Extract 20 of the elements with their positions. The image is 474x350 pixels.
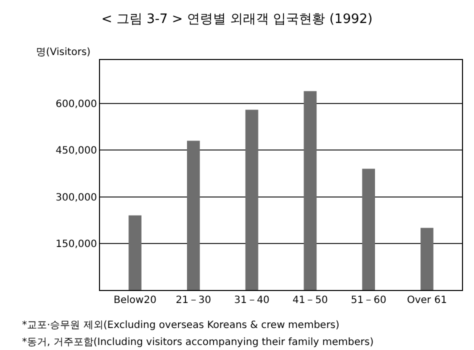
text: *교포·승무원 제외(Excluding overseas Koreans & crew members) [22, 320, 340, 331]
x-tick-label: Over 61 [406, 295, 447, 306]
y-tick-label: 600,000 [56, 99, 97, 110]
y-axis-title: 명(Visitors) [36, 47, 91, 58]
bar [245, 110, 258, 290]
y-tick-label: 450,000 [56, 146, 97, 157]
x-tick-label: 41－50 [292, 295, 328, 306]
x-tick-label: 21－30 [176, 295, 212, 306]
x-tick-label: 31－40 [234, 295, 270, 306]
x-tick-label: Below20 [114, 295, 156, 306]
bar [362, 168, 375, 290]
bar [420, 228, 434, 290]
x-tick-label: 51－60 [350, 295, 386, 306]
y-tick-label: 300,000 [56, 192, 97, 204]
bar [304, 91, 317, 290]
text: *동거, 거주포함(Including visitors accompanying their family members) [22, 337, 374, 348]
bar [128, 215, 142, 290]
bar [187, 140, 200, 290]
chart-title: < 그림 3-7 > 연령별 외래객 입국현황 (1992) [101, 12, 373, 28]
y-tick-label: 150,000 [56, 238, 97, 250]
